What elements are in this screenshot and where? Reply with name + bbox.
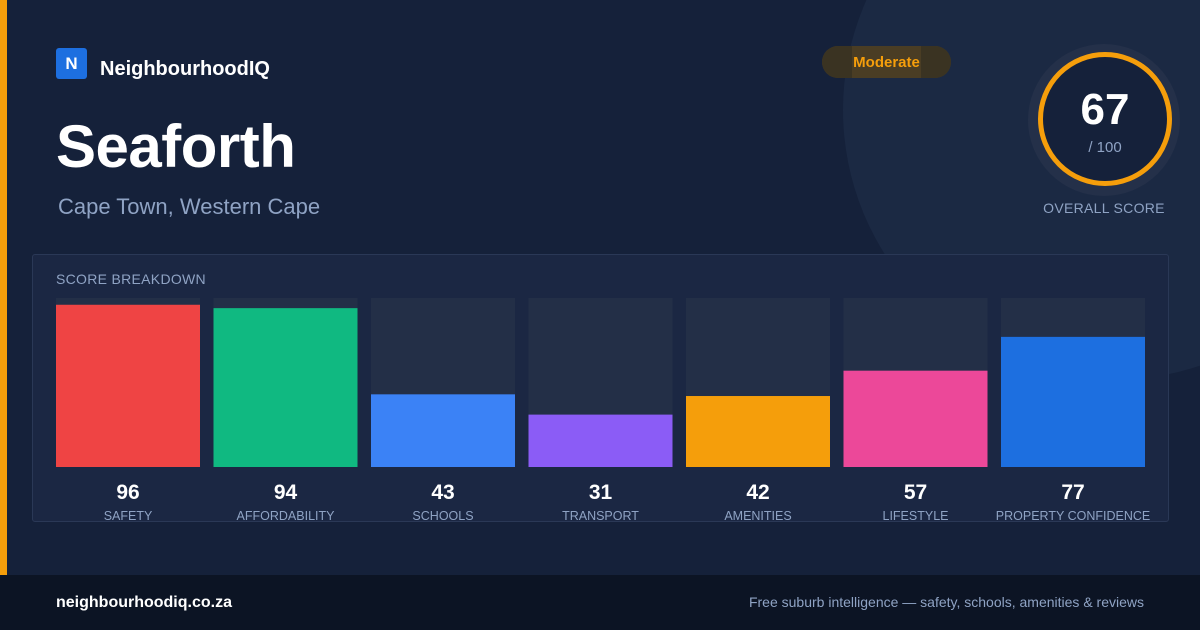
- bar-amenities: [686, 396, 830, 467]
- bar-affordability: [213, 308, 358, 467]
- bar-safety: [56, 304, 200, 467]
- category-label: LIFESTYLE: [883, 509, 949, 523]
- overall-score-ring: 67 / 100: [1038, 52, 1172, 186]
- summary-card: N NeighbourhoodIQ Seaforth Cape Town, We…: [0, 0, 1180, 575]
- bar-value-label: 42: [746, 481, 769, 504]
- score-breakdown-chart: 96 SAFETY 94 AFFORDABILITY 43 SCHOOLS 31 TRANSP…: [56, 304, 1151, 523]
- brand-name: NeighbourhoodIQ: [100, 58, 270, 80]
- score-breakdown-title: SCORE BREAKDOWN: [56, 271, 206, 287]
- overall-score-value: 67: [1080, 85, 1130, 134]
- bar-property-confidence: [1001, 336, 1145, 467]
- brand-logo-icon: N: [56, 48, 87, 79]
- bar-value-label: 43: [431, 481, 454, 504]
- footer: neighbourhoodiq.co.za Free suburb intell…: [0, 575, 1200, 630]
- footer-tagline: Free suburb intelligence — safety, schoo…: [748, 594, 1144, 610]
- category-label: PROPERTY CONFIDENCE: [996, 509, 1150, 523]
- category-label: SAFETY: [104, 509, 153, 523]
- rating-badge-label: Moderate: [853, 53, 920, 71]
- category-label: SCHOOLS: [412, 509, 473, 523]
- bar-value-label: 57: [904, 481, 927, 504]
- accent-bar: [0, 0, 7, 575]
- bar-transport: [528, 414, 673, 467]
- category-label: TRANSPORT: [562, 509, 639, 523]
- bar-value-label: 77: [1061, 481, 1084, 504]
- bar-value-label: 94: [274, 481, 298, 504]
- rating-badge: Moderate: [822, 46, 951, 78]
- category-label: AFFORDABILITY: [237, 509, 336, 523]
- overall-score-max: / 100: [1088, 139, 1122, 156]
- suburb-title: Seaforth: [56, 113, 296, 180]
- bar-lifestyle: [843, 370, 988, 467]
- overall-score-label: OVERALL SCORE: [1043, 200, 1165, 216]
- footer-url: neighbourhoodiq.co.za: [56, 594, 232, 611]
- overall-score-gauge: 67 / 100: [1028, 44, 1180, 196]
- suburb-location: Cape Town, Western Cape: [58, 194, 321, 219]
- brand: N NeighbourhoodIQ: [56, 46, 270, 81]
- category-label: AMENITIES: [724, 509, 791, 523]
- bar-schools: [371, 394, 515, 467]
- bar-value-label: 31: [589, 481, 613, 504]
- bar-value-label: 96: [116, 481, 139, 504]
